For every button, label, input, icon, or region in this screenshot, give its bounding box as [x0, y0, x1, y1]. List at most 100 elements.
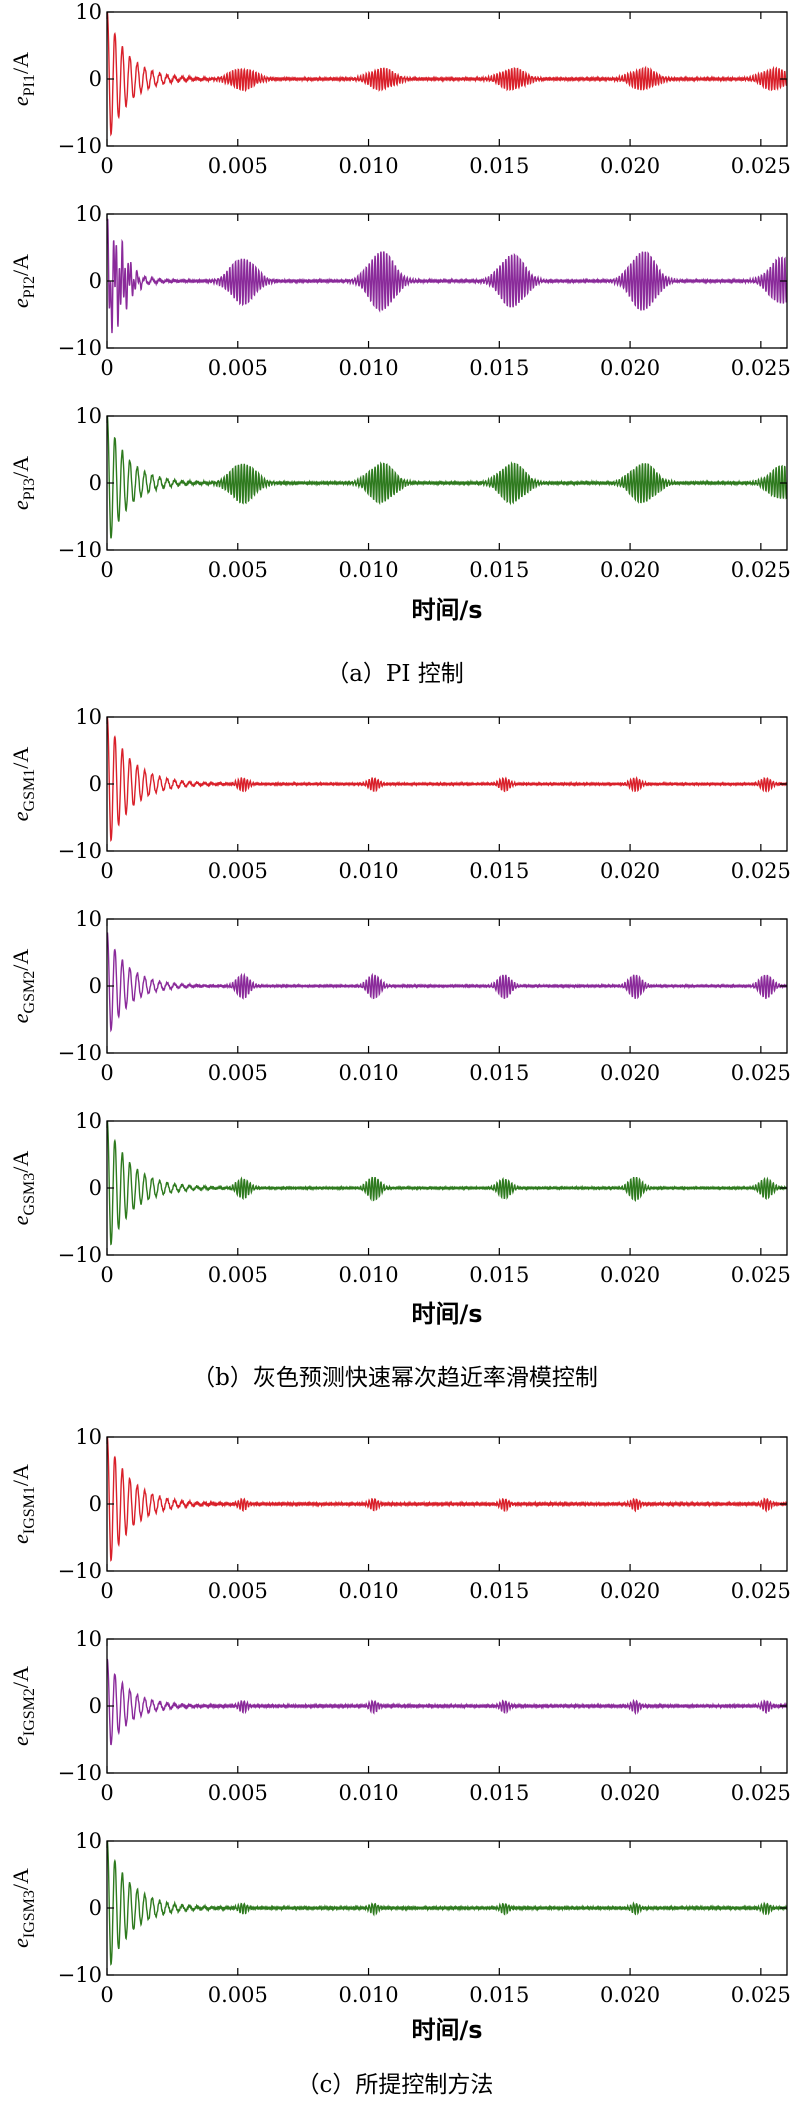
- series-line-pi2: [107, 218, 787, 334]
- y-axis-label-base: e: [8, 298, 33, 308]
- series-line-gsm1: [107, 717, 787, 842]
- x-tick-label: 0.025: [731, 1781, 790, 1805]
- y-tick-label: 10: [75, 404, 102, 428]
- y-axis-label-unit: /A: [8, 456, 33, 478]
- x-tick-label: 0.025: [731, 356, 790, 380]
- y-axis-label: eGSM2/A: [8, 949, 38, 1024]
- series-line-gsm2: [107, 932, 787, 1033]
- y-tick-label: 0: [89, 772, 102, 796]
- x-tick-label: 0.005: [208, 558, 268, 582]
- x-tick-label: 0: [100, 859, 113, 883]
- y-axis-label-base: e: [8, 1534, 33, 1544]
- y-axis-label-sub: IGSM2: [21, 1688, 38, 1736]
- x-tick-label: 0.005: [208, 1061, 268, 1085]
- x-tick-label: 0.025: [731, 859, 790, 883]
- y-tick-label: −10: [58, 1041, 102, 1065]
- x-tick-label: 0.005: [208, 1781, 268, 1805]
- y-axis-label-sub: IGSM3: [21, 1890, 38, 1938]
- subfigure-caption: （a）PI 控制: [326, 661, 464, 687]
- series-line-igsm3: [107, 1841, 787, 1966]
- y-tick-label: 10: [75, 1425, 102, 1449]
- y-axis-label-sub: GSM2: [21, 971, 38, 1014]
- x-tick-label: 0: [100, 1061, 113, 1085]
- x-tick-label: 0.010: [338, 1579, 398, 1603]
- series-line-pi3: [107, 416, 787, 539]
- x-tick-label: 0.015: [469, 356, 529, 380]
- y-tick-label: 0: [89, 67, 102, 91]
- x-tick-label: 0.025: [731, 1263, 790, 1287]
- x-tick-label: 0: [100, 1983, 113, 2007]
- x-tick-label: 0.020: [600, 154, 660, 178]
- subfigure-caption: （c）所提控制方法: [297, 2072, 494, 2098]
- x-tick-label: 0.015: [469, 558, 529, 582]
- y-axis-label: ePI1/A: [8, 52, 38, 106]
- y-tick-label: −10: [58, 839, 102, 863]
- y-axis-label-base: e: [8, 811, 33, 821]
- x-tick-label: 0.020: [600, 1061, 660, 1085]
- y-tick-label: 10: [75, 1829, 102, 1853]
- y-axis-label-unit: /A: [8, 1464, 33, 1486]
- y-axis-label-base: e: [8, 1736, 33, 1746]
- x-axis-label: 时间/s: [411, 2016, 482, 2044]
- y-tick-label: 0: [89, 269, 102, 293]
- y-axis-label: ePI3/A: [8, 456, 38, 510]
- y-tick-label: 0: [89, 1176, 102, 1200]
- x-tick-label: 0.010: [338, 154, 398, 178]
- y-tick-label: 0: [89, 1492, 102, 1516]
- y-tick-label: −10: [58, 1243, 102, 1267]
- x-tick-label: 0.010: [338, 1061, 398, 1085]
- x-tick-label: 0.005: [208, 1983, 268, 2007]
- y-axis-label-base: e: [8, 1938, 33, 1948]
- x-tick-label: 0.010: [338, 356, 398, 380]
- y-axis-label-sub: IGSM1: [21, 1486, 38, 1534]
- y-tick-label: 10: [75, 705, 102, 729]
- series-line-pi1: [107, 12, 787, 137]
- y-axis-label-base: e: [8, 1013, 33, 1023]
- x-tick-label: 0.020: [600, 558, 660, 582]
- x-tick-label: 0.020: [600, 859, 660, 883]
- y-tick-label: −10: [58, 336, 102, 360]
- x-tick-label: 0.025: [731, 154, 790, 178]
- x-tick-label: 0.020: [600, 1579, 660, 1603]
- x-tick-label: 0.015: [469, 1579, 529, 1603]
- x-tick-label: 0.020: [600, 1263, 660, 1287]
- y-tick-label: 10: [75, 1109, 102, 1133]
- x-tick-label: 0.025: [731, 558, 790, 582]
- y-axis-label: eIGSM3/A: [8, 1868, 38, 1948]
- x-tick-label: 0.015: [469, 154, 529, 178]
- x-tick-label: 0.015: [469, 859, 529, 883]
- y-axis-label-unit: /A: [8, 254, 33, 276]
- y-tick-label: 0: [89, 471, 102, 495]
- y-axis-label: eIGSM1/A: [8, 1464, 38, 1544]
- y-axis-label-unit: /A: [8, 1666, 33, 1688]
- y-axis-label: eGSM3/A: [8, 1151, 38, 1226]
- x-tick-label: 0.025: [731, 1061, 790, 1085]
- y-tick-label: −10: [58, 1761, 102, 1785]
- x-tick-label: 0.005: [208, 1579, 268, 1603]
- y-axis-label-unit: /A: [8, 1868, 33, 1890]
- y-axis-label-unit: /A: [8, 52, 33, 74]
- x-tick-label: 0: [100, 1781, 113, 1805]
- x-tick-label: 0.025: [731, 1983, 790, 2007]
- x-tick-label: 0.015: [469, 1983, 529, 2007]
- x-tick-label: 0: [100, 1579, 113, 1603]
- y-axis-label-unit: /A: [8, 949, 33, 971]
- y-axis-label-unit: /A: [8, 1151, 33, 1173]
- y-axis-label-sub: GSM1: [21, 769, 38, 812]
- y-tick-label: −10: [58, 1963, 102, 1987]
- x-tick-label: 0.010: [338, 1781, 398, 1805]
- y-tick-label: 0: [89, 1896, 102, 1920]
- y-axis-label-unit: /A: [8, 747, 33, 769]
- x-tick-label: 0.020: [600, 1781, 660, 1805]
- x-tick-label: 0.010: [338, 558, 398, 582]
- y-axis-label-base: e: [8, 96, 33, 106]
- x-tick-label: 0.005: [208, 859, 268, 883]
- series-line-igsm1: [107, 1437, 787, 1562]
- x-tick-label: 0: [100, 356, 113, 380]
